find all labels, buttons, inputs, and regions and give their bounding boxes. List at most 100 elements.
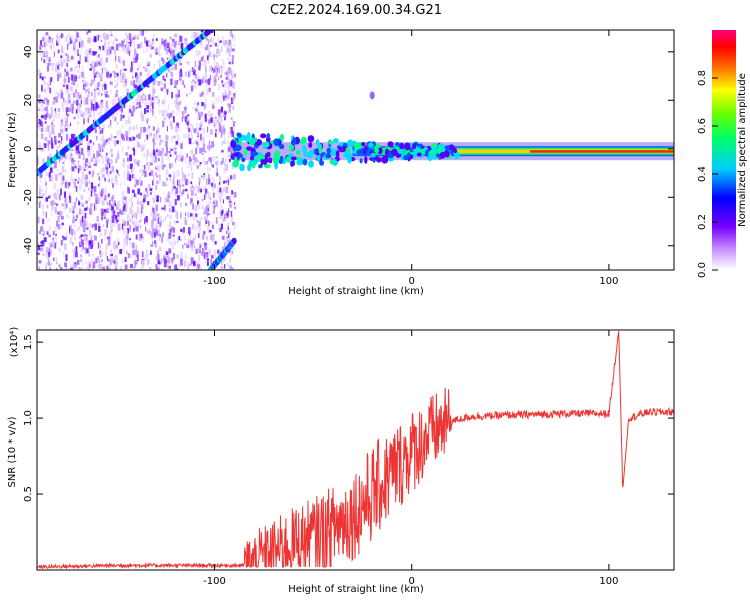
noise-cell <box>88 159 91 166</box>
noise-cell <box>107 43 109 51</box>
noise-cell <box>219 83 221 91</box>
noise-cell <box>208 52 212 57</box>
noise-cell <box>42 193 45 197</box>
noise-cell <box>226 45 228 48</box>
noise-cell <box>39 176 42 183</box>
noise-cell <box>132 147 135 151</box>
noise-cell <box>204 150 207 153</box>
noise-cell <box>78 177 80 182</box>
noise-cell <box>218 175 221 182</box>
noise-cell <box>147 61 151 66</box>
noise-cell <box>198 79 202 86</box>
noise-cell <box>122 137 125 141</box>
noise-cell <box>97 264 100 269</box>
noise-cell <box>96 87 99 91</box>
noise-cell <box>169 154 172 157</box>
noise-cell <box>200 38 203 46</box>
noise-cell <box>112 182 114 188</box>
noise-cell <box>122 211 126 215</box>
noise-cell <box>155 241 158 248</box>
noise-cell <box>220 201 222 204</box>
noise-cell <box>168 47 171 53</box>
noise-cell <box>77 260 80 265</box>
noise-cell <box>71 103 75 110</box>
noise-cell <box>201 199 204 202</box>
noise-cell <box>216 160 219 167</box>
noise-cell <box>152 102 154 110</box>
noise-cell <box>93 186 97 193</box>
noise-cell <box>48 60 51 66</box>
noise-cell <box>64 181 67 189</box>
noise-cell <box>202 136 205 144</box>
noise-cell <box>182 188 185 194</box>
noise-cell <box>225 238 229 245</box>
figure-title: C2E2.2024.169.00.34.G21 <box>270 3 442 18</box>
noise-cell <box>41 121 44 128</box>
noise-cell <box>123 73 126 77</box>
noise-cell <box>72 178 75 184</box>
noise-cell <box>78 200 80 206</box>
noise-cell <box>78 62 80 69</box>
noise-cell <box>171 136 173 143</box>
noise-cell <box>132 214 133 218</box>
noise-cell <box>162 220 165 223</box>
noise-cell <box>121 125 124 129</box>
noise-cell <box>194 84 197 90</box>
noise-cell <box>92 170 94 177</box>
carrier-blob <box>381 155 389 164</box>
noise-cell <box>182 175 184 182</box>
noise-cell <box>84 158 86 166</box>
noise-cell <box>47 141 49 147</box>
noise-cell <box>226 263 230 266</box>
noise-cell <box>187 193 189 199</box>
noise-cell <box>164 153 168 157</box>
noise-cell <box>75 218 77 221</box>
noise-cell <box>45 269 47 270</box>
noise-cell <box>77 75 80 79</box>
noise-cell <box>49 45 52 48</box>
noise-cell <box>169 221 171 228</box>
noise-cell <box>112 98 114 106</box>
noise-cell <box>194 60 196 67</box>
noise-cell <box>114 203 116 207</box>
noise-cell <box>82 250 85 253</box>
noise-cell <box>73 44 75 51</box>
noise-cell <box>67 33 71 38</box>
noise-cell <box>190 213 193 217</box>
noise-cell <box>90 99 94 102</box>
noise-cell <box>153 127 156 131</box>
noise-cell <box>76 49 79 56</box>
noise-cell <box>227 226 230 231</box>
noise-cell <box>228 86 230 93</box>
noise-cell <box>175 141 178 145</box>
noise-cell <box>216 120 219 123</box>
noise-cell <box>211 210 214 216</box>
noise-cell <box>117 239 120 243</box>
carrier-blob <box>255 139 263 146</box>
noise-cell <box>221 82 224 86</box>
colorbar-tick-label: 0.4 <box>697 166 708 182</box>
noise-cell <box>140 79 142 83</box>
noise-cell <box>152 159 156 164</box>
noise-cell <box>47 66 49 73</box>
noise-cell <box>191 189 194 196</box>
noise-cell <box>115 266 118 270</box>
noise-cell <box>103 81 106 85</box>
noise-cell <box>134 249 138 255</box>
colorbar-gradient <box>712 30 736 270</box>
noise-cell <box>130 253 132 259</box>
noise-cell <box>37 252 40 256</box>
noise-cell <box>67 122 70 129</box>
noise-cell <box>80 45 83 53</box>
noise-cell <box>132 266 135 269</box>
noise-cell <box>137 254 139 262</box>
noise-cell <box>61 180 64 185</box>
noise-cell <box>63 203 66 211</box>
noise-cell <box>158 59 161 65</box>
noise-cell <box>120 96 123 101</box>
noise-cell <box>136 101 138 105</box>
noise-cell <box>137 197 139 205</box>
carrier-blob <box>329 159 336 165</box>
noise-cell <box>149 188 153 191</box>
noise-cell <box>39 185 42 193</box>
